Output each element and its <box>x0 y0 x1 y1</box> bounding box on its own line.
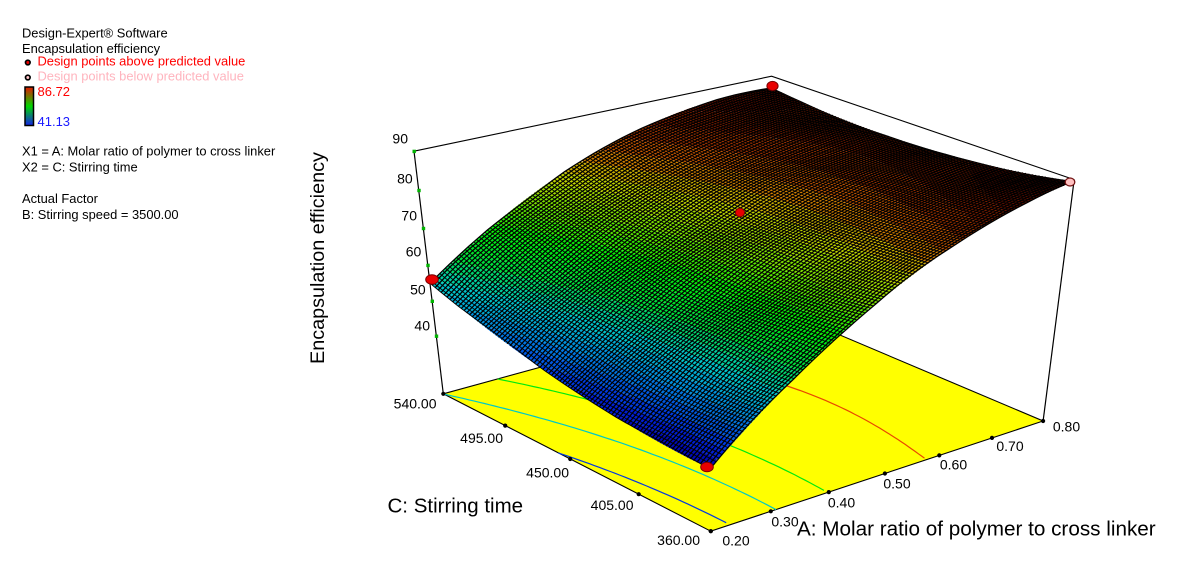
svg-text:0.40: 0.40 <box>828 495 855 511</box>
svg-text:Actual Factor: Actual Factor <box>22 191 99 206</box>
svg-text:70: 70 <box>401 208 417 224</box>
svg-text:495.00: 495.00 <box>460 430 503 446</box>
svg-text:Design-Expert® Software: Design-Expert® Software <box>22 26 168 41</box>
svg-text:0.70: 0.70 <box>996 438 1023 454</box>
svg-text:Encapsulation efficiency: Encapsulation efficiency <box>307 152 329 364</box>
svg-text:0.50: 0.50 <box>883 476 910 492</box>
svg-text:B: Stirring speed = 3500.00: B: Stirring speed = 3500.00 <box>22 207 179 222</box>
svg-text:0.30: 0.30 <box>771 514 798 530</box>
svg-text:41.13: 41.13 <box>38 114 71 129</box>
svg-text:C: Stirring time: C: Stirring time <box>388 495 524 518</box>
svg-text:450.00: 450.00 <box>526 465 569 481</box>
svg-text:Encapsulation efficiency: Encapsulation efficiency <box>22 41 161 56</box>
svg-text:0.60: 0.60 <box>940 457 967 473</box>
svg-text:60: 60 <box>406 244 422 260</box>
svg-text:50: 50 <box>410 282 426 298</box>
svg-text:540.00: 540.00 <box>394 396 437 412</box>
svg-text:360.00: 360.00 <box>657 532 700 548</box>
svg-text:80: 80 <box>397 171 413 187</box>
svg-text:Design points below predicted: Design points below predicted value <box>38 69 244 84</box>
svg-text:90: 90 <box>392 131 408 147</box>
svg-text:0.20: 0.20 <box>722 533 749 549</box>
svg-text:Design points above predicted: Design points above predicted value <box>38 54 246 69</box>
svg-text:X2 = C: Stirring time: X2 = C: Stirring time <box>22 160 138 175</box>
svg-text:X1 = A: Molar ratio of polymer: X1 = A: Molar ratio of polymer to cross … <box>22 144 276 159</box>
svg-text:0.80: 0.80 <box>1053 419 1080 435</box>
svg-text:86.72: 86.72 <box>38 84 71 99</box>
svg-text:A: Molar ratio of polymer to c: A: Molar ratio of polymer to cross linke… <box>797 518 1156 541</box>
svg-text:40: 40 <box>414 318 430 334</box>
svg-text:405.00: 405.00 <box>591 497 634 513</box>
